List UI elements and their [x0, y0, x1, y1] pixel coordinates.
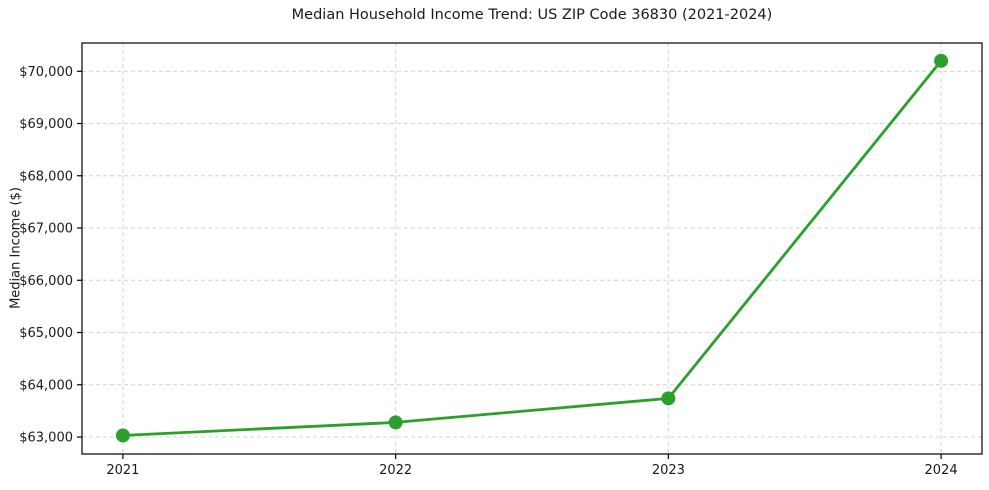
y-tick-label: $69,000	[19, 117, 73, 132]
axes-spines	[81, 42, 983, 455]
x-tick-label: 2023	[652, 463, 685, 478]
data-point-marker	[661, 391, 676, 406]
x-tick-label: 2022	[379, 463, 412, 478]
y-tick-label: $64,000	[19, 378, 73, 393]
data-point-marker	[934, 53, 949, 68]
trend-line	[121, 59, 943, 437]
y-tick-label: $67,000	[19, 222, 73, 237]
y-tick-label: $68,000	[19, 169, 73, 184]
chart-title: Median Household Income Trend: US ZIP Co…	[291, 7, 773, 23]
data-point-marker	[115, 428, 130, 443]
y-tick-label: $66,000	[19, 274, 73, 289]
data-point-marker	[388, 415, 403, 430]
x-tick-label: 2024	[925, 463, 958, 478]
y-tick-label: $63,000	[19, 431, 73, 446]
x-tick-label: 2021	[106, 463, 139, 478]
y-tick-label: $70,000	[19, 65, 73, 80]
y-tick-label: $65,000	[19, 326, 73, 341]
